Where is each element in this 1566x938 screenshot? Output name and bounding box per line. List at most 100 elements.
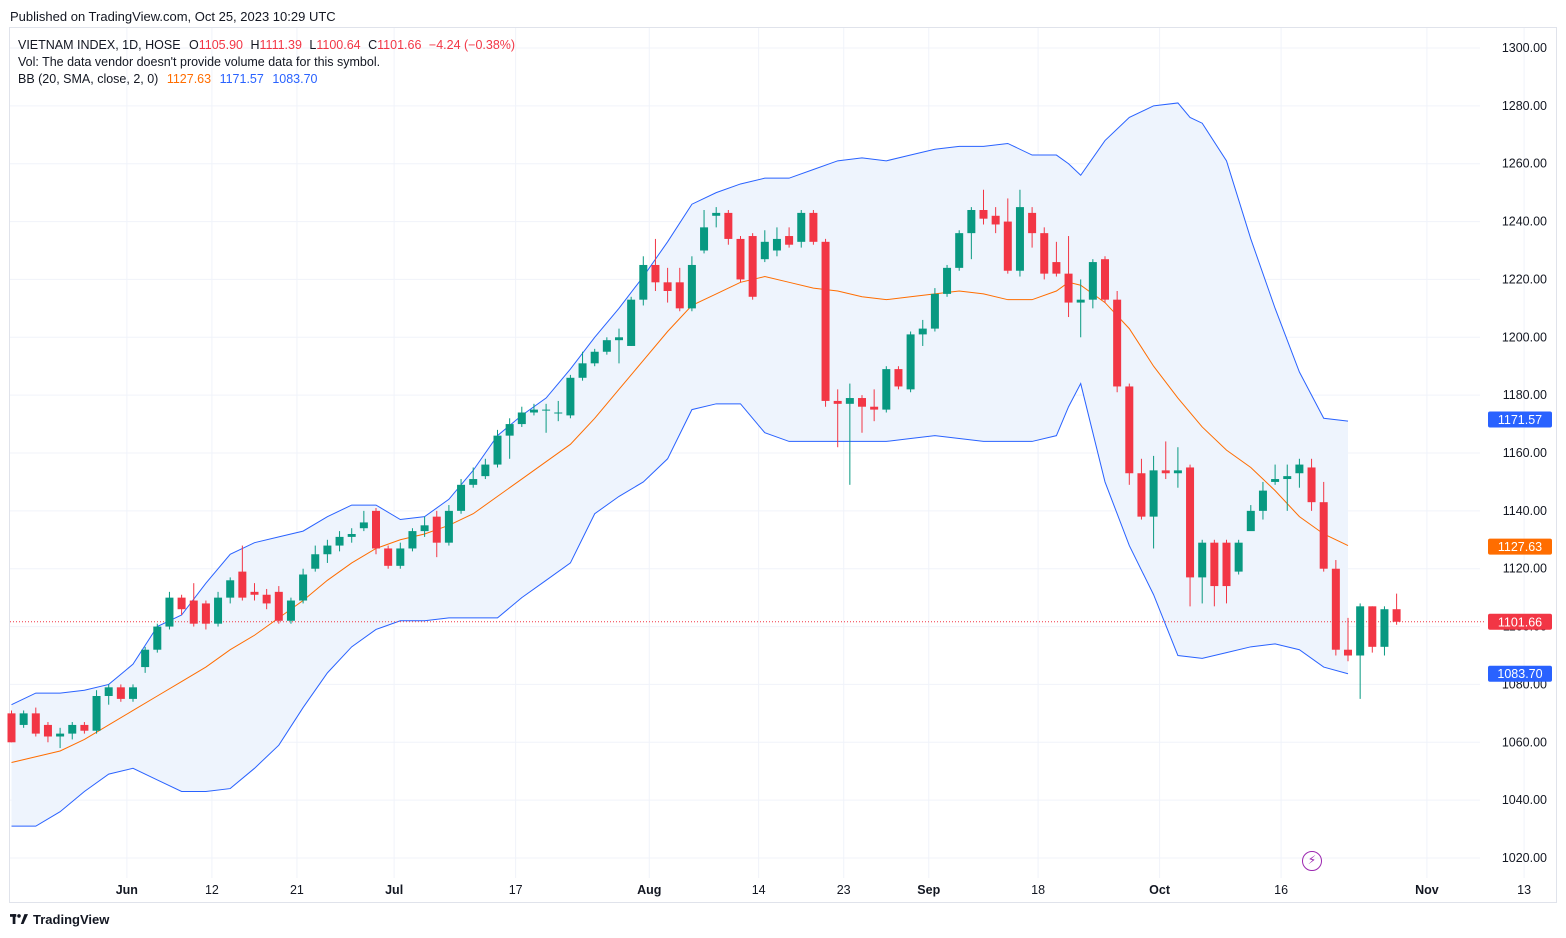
candle-down: [116, 684, 125, 702]
legend-c-label: C: [368, 38, 378, 52]
candle-body: [906, 334, 915, 390]
candle-body: [457, 484, 466, 511]
candle-up: [469, 467, 478, 488]
candle-body: [1356, 606, 1365, 656]
candle-down: [1101, 256, 1109, 303]
candle-body: [1088, 262, 1097, 300]
candle-down: [1344, 617, 1352, 662]
candle-down: [238, 545, 247, 601]
candle-down: [894, 366, 903, 390]
candle-body: [1307, 467, 1316, 503]
candle-body: [104, 687, 113, 696]
candle-down: [1307, 458, 1316, 511]
y-tick-label: 1280.00: [1502, 99, 1547, 113]
candle-up: [214, 591, 223, 627]
candle-body: [882, 369, 891, 410]
candle-up: [323, 539, 332, 563]
candle-down: [833, 389, 842, 448]
candle-up: [1246, 505, 1255, 532]
candle-up: [578, 351, 587, 381]
candle-up: [967, 207, 976, 260]
candle-down: [870, 389, 879, 422]
candle-body: [286, 600, 295, 621]
candle-body: [481, 464, 490, 477]
y-axis: 1020.001040.001060.001080.001100.001120.…: [1502, 41, 1547, 865]
candle-up: [396, 542, 405, 569]
candle-down: [1040, 227, 1049, 280]
candle-body: [335, 536, 344, 546]
candle-body: [991, 215, 1000, 225]
x-axis: Jun 12 21 Jul 17 Aug 14 23 Sep 18 Oct 16 Nov 13: [116, 883, 1531, 897]
y-tick-label: 1140.00: [1503, 504, 1547, 518]
candle-up: [1088, 259, 1097, 309]
candle-down: [1113, 291, 1122, 393]
candle-body: [1052, 262, 1061, 274]
candle-body: [918, 328, 927, 335]
candle-body: [1380, 609, 1389, 647]
candle-body: [712, 212, 721, 216]
candle-body: [858, 398, 866, 407]
candle-body: [651, 264, 660, 283]
x-tick-label: 14: [752, 883, 766, 897]
candle-up: [760, 230, 769, 263]
price-label-bg: [1488, 665, 1552, 682]
candle-down: [250, 583, 259, 601]
candle-down: [991, 207, 1000, 234]
candle-down: [1319, 481, 1328, 572]
candle-body: [396, 548, 405, 566]
y-tick-label: 1180.00: [1503, 388, 1547, 402]
legend-bb-lower: 1083.70: [272, 72, 318, 86]
candle-body: [602, 340, 611, 352]
candle-up: [590, 348, 599, 367]
candle-body: [80, 724, 89, 731]
x-tick-label: 12: [205, 883, 219, 897]
candle-up: [457, 479, 466, 514]
candle-body: [347, 534, 356, 537]
legend-symbol[interactable]: VIETNAM INDEX, 1D, HOSE: [18, 38, 181, 52]
y-tick-label: 1040.00: [1502, 793, 1547, 807]
candle-body: [1344, 649, 1352, 656]
lightning-icon[interactable]: ⚡: [1302, 851, 1322, 871]
candle-up: [286, 597, 295, 624]
y-tick-label: 1220.00: [1502, 272, 1547, 286]
candle-up: [542, 403, 551, 433]
candle-up: [311, 545, 320, 572]
x-tick-label: 16: [1274, 883, 1288, 897]
candle-down: [724, 210, 733, 245]
candle-up: [1173, 447, 1182, 488]
legend-change: −4.24 (−0.38%): [428, 38, 516, 52]
candle-body: [250, 591, 259, 595]
candle-down: [736, 236, 745, 283]
candle-body: [129, 687, 137, 699]
candle-body: [1392, 609, 1401, 622]
candle-up: [1380, 606, 1389, 656]
legend-bb-label[interactable]: BB (20, SMA, close, 2, 0): [18, 72, 159, 86]
candle-down: [809, 210, 818, 245]
candle-body: [92, 696, 101, 731]
candle-body: [967, 210, 976, 234]
candle-body: [1076, 299, 1085, 303]
candle-up: [92, 690, 101, 734]
candle-body: [797, 212, 806, 242]
candle-up: [444, 505, 453, 546]
footer-branding[interactable]: TradingView: [10, 912, 109, 927]
x-tick-label: Sep: [917, 883, 940, 897]
candle-up: [639, 256, 648, 306]
candle-down: [1028, 207, 1037, 248]
x-tick-label: Oct: [1149, 883, 1171, 897]
candle-up: [104, 684, 113, 705]
candle-body: [299, 574, 308, 601]
legend-bb-upper: 1171.57: [219, 72, 264, 86]
candle-down: [1003, 198, 1012, 274]
y-tick-label: 1260.00: [1502, 157, 1547, 171]
candle-body: [311, 554, 320, 569]
candle-up: [68, 722, 77, 740]
candle-up: [141, 646, 150, 673]
candle-up: [226, 577, 235, 604]
candle-body: [153, 626, 162, 650]
candle-down: [80, 722, 89, 734]
candle-body: [177, 597, 186, 610]
candle-down: [31, 707, 40, 737]
y-tick-label: 1200.00: [1502, 330, 1547, 344]
